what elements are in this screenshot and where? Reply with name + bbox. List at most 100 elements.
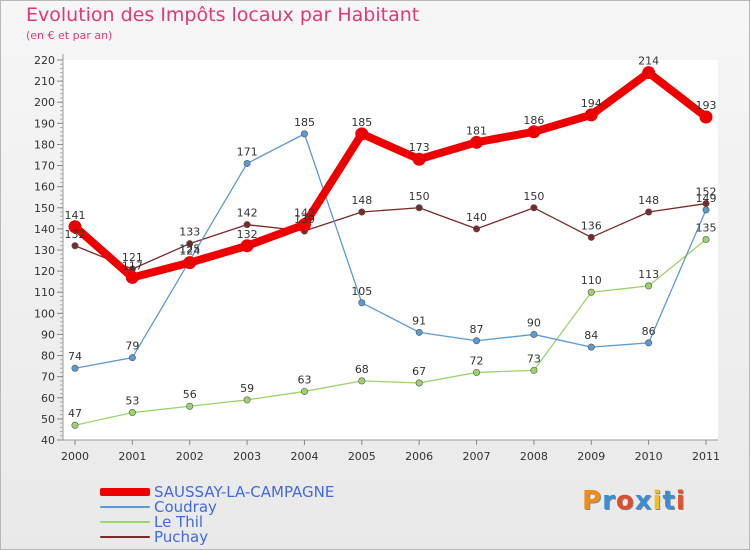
x-tick-label: 2004 (290, 450, 318, 463)
data-point (587, 233, 595, 241)
x-tick-label: 2006 (405, 450, 433, 463)
y-tick-label: 160 (34, 181, 55, 194)
x-tick-label: 2001 (118, 450, 146, 463)
legend-label: Coudray (154, 498, 217, 516)
data-label: 149 (696, 192, 717, 205)
data-label: 53 (125, 395, 139, 408)
plot-area (63, 60, 718, 440)
data-point (186, 240, 194, 248)
data-label: 68 (355, 363, 369, 376)
data-label: 181 (466, 124, 487, 137)
legend-label: Puchay (154, 528, 209, 546)
data-point (355, 127, 369, 141)
y-tick-label: 130 (34, 244, 55, 257)
data-label: 142 (294, 207, 315, 220)
data-label: 139 (294, 213, 315, 226)
data-label: 136 (581, 219, 602, 232)
data-point (645, 282, 653, 290)
data-label: 90 (527, 316, 541, 329)
data-label: 87 (470, 323, 484, 336)
y-tick-label: 210 (34, 75, 55, 88)
y-tick-label: 110 (34, 286, 55, 299)
y-tick-label: 150 (34, 202, 55, 215)
data-point (415, 204, 423, 212)
data-point (530, 204, 538, 212)
x-tick-label: 2007 (463, 450, 491, 463)
data-point (71, 421, 79, 429)
data-label: 185 (294, 116, 315, 129)
logo-letter: t (662, 486, 676, 516)
y-tick-label: 70 (41, 371, 55, 384)
legend-swatch (100, 488, 150, 496)
x-tick-label: 2008 (520, 450, 548, 463)
data-label: 140 (466, 211, 487, 224)
data-point (300, 387, 308, 395)
data-point (125, 270, 139, 284)
series-line-saussay-la-campagne (71, 68, 710, 282)
data-point (71, 364, 79, 372)
data-label: 121 (122, 251, 143, 264)
y-tick-label: 40 (41, 434, 55, 447)
x-tick-label: 2003 (233, 450, 261, 463)
data-label: 142 (237, 207, 258, 220)
data-label: 74 (68, 350, 82, 363)
logo-letter: i (675, 486, 686, 516)
data-label: 150 (409, 190, 430, 203)
legend-swatch (100, 521, 150, 523)
data-point (473, 368, 481, 376)
x-tick-label: 2011 (692, 450, 720, 463)
data-label: 148 (638, 194, 659, 207)
x-tick-label: 2000 (61, 450, 89, 463)
data-label: 84 (584, 329, 598, 342)
data-label: 185 (351, 116, 372, 129)
data-point (473, 225, 481, 233)
data-label: 47 (68, 407, 82, 420)
data-label: 117 (122, 259, 143, 272)
data-label: 132 (65, 228, 86, 241)
data-point (415, 328, 423, 336)
data-point (358, 299, 366, 307)
data-label: 171 (237, 145, 258, 158)
chart-subtitle: (en € et par an) (26, 29, 113, 42)
logo-letter: P (582, 486, 603, 516)
data-label: 113 (638, 268, 659, 281)
x-tick-label: 2002 (176, 450, 204, 463)
data-label: 59 (240, 382, 254, 395)
y-tick-label: 190 (34, 117, 55, 130)
data-label: 141 (65, 209, 86, 222)
data-label: 110 (581, 274, 602, 287)
y-tick-label: 90 (41, 328, 55, 341)
data-label: 194 (581, 97, 602, 110)
series-line-le-thil (74, 238, 707, 426)
data-label: 193 (696, 99, 717, 112)
data-point (702, 235, 710, 243)
data-point (243, 159, 251, 167)
legend-swatch (100, 506, 150, 508)
y-tick-label: 120 (34, 265, 55, 278)
data-label: 124 (179, 245, 200, 258)
y-tick-label: 100 (34, 307, 55, 320)
logo-letter: r (602, 486, 616, 516)
logo-letter: x (634, 486, 653, 516)
data-point (412, 152, 426, 166)
data-point (645, 208, 653, 216)
data-point (642, 66, 656, 80)
y-tick-label: 50 (41, 413, 55, 426)
data-label: 133 (179, 226, 200, 239)
data-point (587, 343, 595, 351)
data-label: 125 (179, 243, 200, 256)
data-point (240, 239, 254, 253)
data-point (530, 330, 538, 338)
data-point (128, 409, 136, 417)
data-label: 152 (696, 186, 717, 199)
data-point (645, 339, 653, 347)
legend-label: Le Thil (154, 513, 204, 531)
data-point (71, 242, 79, 250)
legend-label: SAUSSAY-LA-CAMPAGNE (154, 483, 335, 501)
data-label: 86 (642, 325, 656, 338)
data-point (473, 337, 481, 345)
data-point (300, 130, 308, 138)
series-line-puchay (74, 202, 707, 270)
data-label: 79 (125, 340, 139, 353)
